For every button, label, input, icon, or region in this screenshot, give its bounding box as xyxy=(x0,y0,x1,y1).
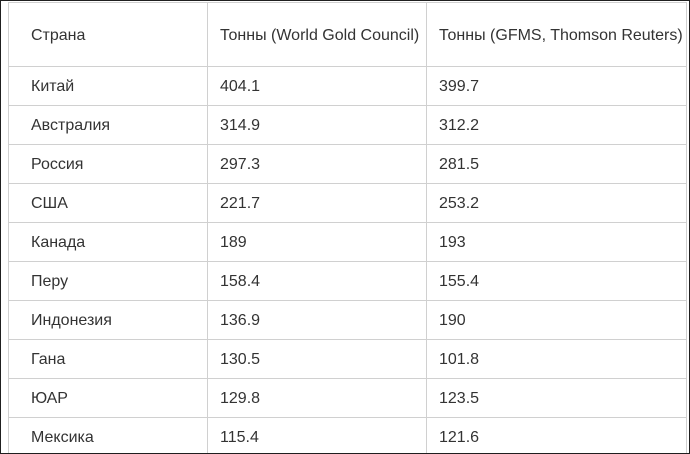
table-row: Австралия 314.9 312.2 xyxy=(8,105,687,145)
cell-tonnes-wgc: 130.5 xyxy=(207,339,427,379)
cell-country: ЮАР xyxy=(8,378,208,418)
cell-tonnes-wgc: 314.9 xyxy=(207,105,427,145)
table-body: Китай 404.1 399.7 Австралия 314.9 312.2 … xyxy=(8,66,687,453)
cell-tonnes-gfms: 281.5 xyxy=(426,144,687,184)
cell-tonnes-wgc: 115.4 xyxy=(207,417,427,453)
table-row: Гана 130.5 101.8 xyxy=(8,339,687,379)
cell-country: США xyxy=(8,183,208,223)
cell-tonnes-gfms: 121.6 xyxy=(426,417,687,453)
cell-tonnes-wgc: 136.9 xyxy=(207,300,427,340)
cell-country: Китай xyxy=(8,66,208,106)
header-tonnes-gfms: Тонны (GFMS, Thomson Reuters) xyxy=(426,2,687,67)
table-row: Канада 189 193 xyxy=(8,222,687,262)
cell-tonnes-wgc: 158.4 xyxy=(207,261,427,301)
cell-country: Канада xyxy=(8,222,208,262)
cell-tonnes-wgc: 221.7 xyxy=(207,183,427,223)
table-row: Индонезия 136.9 190 xyxy=(8,300,687,340)
cell-tonnes-gfms: 193 xyxy=(426,222,687,262)
cell-tonnes-gfms: 101.8 xyxy=(426,339,687,379)
cell-country: Перу xyxy=(8,261,208,301)
cell-tonnes-wgc: 404.1 xyxy=(207,66,427,106)
table-row: Россия 297.3 281.5 xyxy=(8,144,687,184)
cell-tonnes-gfms: 155.4 xyxy=(426,261,687,301)
cell-tonnes-gfms: 123.5 xyxy=(426,378,687,418)
cell-tonnes-gfms: 190 xyxy=(426,300,687,340)
cell-tonnes-gfms: 253.2 xyxy=(426,183,687,223)
header-country: Страна xyxy=(8,2,208,67)
table-row: Перу 158.4 155.4 xyxy=(8,261,687,301)
cell-country: Россия xyxy=(8,144,208,184)
cell-tonnes-wgc: 129.8 xyxy=(207,378,427,418)
table-row: Китай 404.1 399.7 xyxy=(8,66,687,106)
cell-tonnes-gfms: 399.7 xyxy=(426,66,687,106)
gold-production-table: Страна Тонны (World Gold Council) Тонны … xyxy=(8,2,687,453)
table-row: ЮАР 129.8 123.5 xyxy=(8,378,687,418)
table-row: США 221.7 253.2 xyxy=(8,183,687,223)
header-tonnes-wgc: Тонны (World Gold Council) xyxy=(207,2,427,67)
cell-country: Австралия xyxy=(8,105,208,145)
cell-tonnes-wgc: 189 xyxy=(207,222,427,262)
header-row: Страна Тонны (World Gold Council) Тонны … xyxy=(8,2,687,67)
cell-country: Гана xyxy=(8,339,208,379)
cell-tonnes-wgc: 297.3 xyxy=(207,144,427,184)
cell-country: Мексика xyxy=(8,417,208,453)
table-row: Мексика 115.4 121.6 xyxy=(8,417,687,453)
table-header: Страна Тонны (World Gold Council) Тонны … xyxy=(8,2,687,67)
cell-country: Индонезия xyxy=(8,300,208,340)
cell-tonnes-gfms: 312.2 xyxy=(426,105,687,145)
